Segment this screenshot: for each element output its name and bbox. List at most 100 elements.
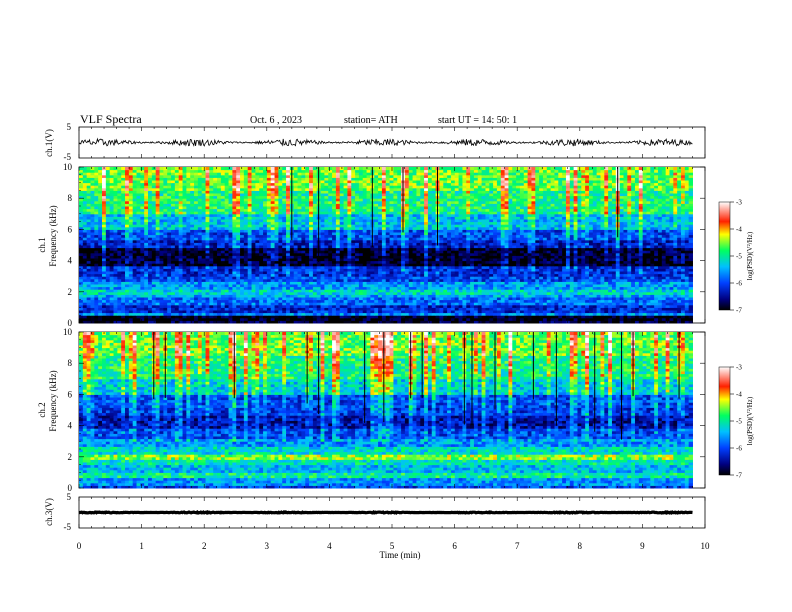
spectrogram-cell [573,320,578,324]
spectrogram-cell [251,307,256,311]
spectrogram-cell [351,302,356,306]
spectrogram-cell [79,304,84,308]
spectrogram-cell [447,315,452,319]
spectrogram-cell [512,315,517,319]
spectrogram-cell [370,317,375,321]
spectrogram-cell [408,315,414,319]
spectrogram-cell [220,317,226,321]
spectrogram-cell [228,302,233,306]
spectrogram-cell [132,310,138,314]
spectrogram-cell [550,320,555,324]
spectrogram-cell [293,302,299,306]
spectrogram-cell [98,302,103,306]
spectrogram-cell [646,315,651,319]
spectrogram-cell [90,320,95,324]
spectrogram-cell [263,320,268,324]
spectrogram-cell [481,307,486,311]
spectrogram-cell [512,307,517,311]
spectrogram-cell [190,312,195,316]
spectrogram-cell [167,299,172,303]
spectrogram-cell [247,310,253,314]
spectrogram-cell [573,304,578,308]
spectrogram-cell [680,312,686,316]
spectrogram-cell [266,307,272,311]
spectrogram-cell [565,320,571,324]
spectrogram-cell [604,307,609,311]
spectrogram-cell [324,304,329,308]
spectrogram-cell [500,312,506,316]
spectrogram-cell [351,304,356,308]
spectrogram-cell [148,302,153,306]
spectrogram-cell [462,310,467,314]
spectrogram-cell [673,320,678,324]
spectrogram-cell [136,317,141,321]
spectrogram-cell [527,315,532,319]
spectrogram-cell [611,317,617,321]
spectrogram-cell [489,307,494,311]
spectrogram-cell [182,299,187,303]
spectrogram-cell [581,320,586,324]
spectrogram-cell [554,315,559,319]
spectrogram-cell [642,307,647,311]
spectrogram-cell [320,320,325,324]
spectrogram-cell [232,310,237,314]
spectrogram-cell [289,312,295,316]
spectrogram-cell [523,304,529,308]
spectrogram-cell [305,302,310,306]
spectrogram-cell [86,315,92,319]
spectrogram-cell [86,317,92,321]
ch1-ylabel: ch.1(V) [44,129,54,157]
spectrogram-cell [236,302,241,306]
spectrogram-cell [665,310,670,314]
spectrogram-cell [98,310,103,314]
spectrogram-cell [646,317,651,321]
spectrogram-cell [94,304,99,308]
spectrogram-cell [435,317,440,321]
spectrogram-cell [458,302,463,306]
spectrogram-cell [255,299,260,303]
spectrogram-cell [466,304,471,308]
spectrogram-cell [251,317,256,321]
spectrogram-cell [485,312,490,316]
spectrogram-cell [677,315,682,319]
spectrogram-cell [378,302,383,306]
spectrogram-cell [343,315,348,319]
spectrogram-cell [209,310,214,314]
spectrogram-cell [251,302,256,306]
spectrogram-cell [485,315,490,319]
spectrogram-cell [673,307,678,311]
spectrogram-cell [301,307,306,311]
spectrogram-cell [94,310,99,314]
spectrogram-cell [167,307,172,311]
spectrogram-cell [82,307,88,311]
spectrogram-cell [585,304,590,308]
spectrogram-cell [619,310,624,314]
spectrogram-cell [205,312,210,316]
spectrogram-cell [86,299,92,303]
spectrogram-cell [274,299,279,303]
spectrogram-cell [282,310,287,314]
spectrogram-cell [79,302,84,306]
spectrogram-cell [654,317,659,321]
spectrogram-cell [412,317,417,321]
spectrogram-cell [669,302,674,306]
spectrogram-cell [385,304,391,308]
spectrogram-cell [592,310,598,314]
spectrogram-cell [109,304,115,308]
spectrogram-cell [144,302,149,306]
spectrogram-cell [140,307,145,311]
spectrogram-cell [82,299,88,303]
spectrogram-cell [121,310,126,314]
spectrogram-cell [194,312,199,316]
spectrogram-cell [136,304,141,308]
spectrogram-cell [243,315,249,319]
spectrogram-cell [412,312,417,316]
spectrogram-cell [278,307,283,311]
spectrogram-cell [240,312,245,316]
spectrogram-cell [565,302,571,306]
spectrogram-cell [539,312,544,316]
spectrogram-cell [588,310,594,314]
spectrogram-cell [462,320,467,324]
spectrogram-cell [259,307,264,311]
spectrogram-cell [232,312,237,316]
